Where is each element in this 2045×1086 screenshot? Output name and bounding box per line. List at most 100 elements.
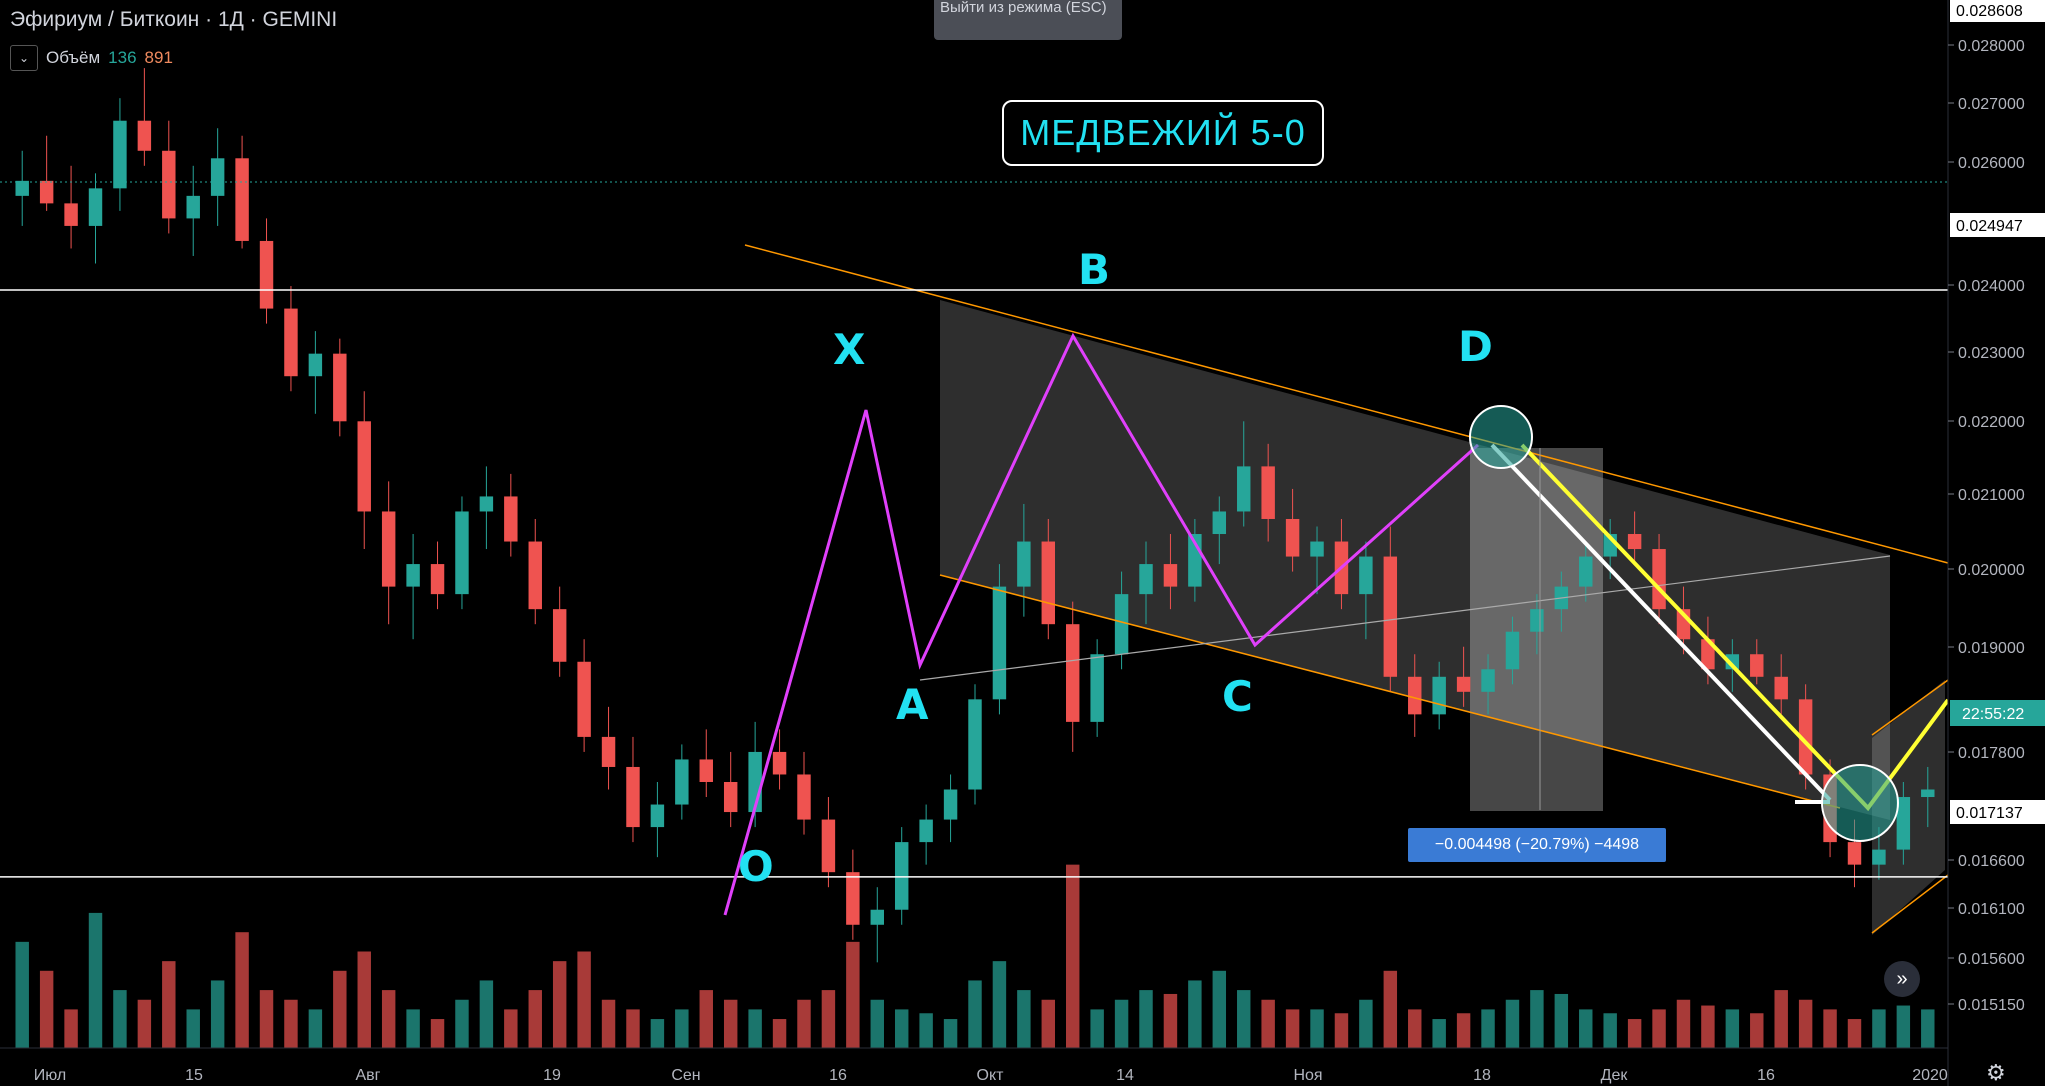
candle-body [1530, 609, 1544, 632]
candle-body [552, 609, 567, 662]
volume-bar [1114, 999, 1129, 1048]
price-label: 0.024947 [1956, 218, 2023, 235]
scroll-to-realtime-button[interactable]: » [1884, 961, 1920, 997]
volume-bar [333, 970, 347, 1048]
candle-body [15, 180, 29, 196]
volume-bar [1798, 999, 1813, 1048]
candle-body [1212, 511, 1227, 535]
candle-body [992, 586, 1007, 700]
channel-lower-line [939, 574, 1841, 809]
candle-body [1090, 654, 1104, 722]
price-axis [1948, 0, 2045, 1086]
candle-body [137, 120, 152, 151]
candle-body [1432, 676, 1446, 715]
volume-bar [1505, 999, 1520, 1048]
candle-body [1481, 669, 1495, 692]
volume-bar [528, 990, 542, 1048]
candle-body [1456, 676, 1471, 692]
volume-bar [1139, 990, 1153, 1048]
volume-bar [210, 980, 225, 1048]
candle-body [1725, 654, 1740, 670]
candle-body [1921, 789, 1935, 798]
candle-body [699, 759, 713, 782]
candle-body [479, 496, 494, 512]
candle-body [1896, 797, 1911, 850]
volume-bar [357, 951, 371, 1048]
pattern-zigzag [723, 332, 1480, 916]
point-label-a: A [896, 680, 929, 729]
time-tick-label: 16 [829, 1067, 847, 1084]
volume-bar [1066, 864, 1080, 1048]
channel-upper-line [744, 244, 1949, 564]
volume-bar [821, 990, 836, 1048]
candle-body [675, 759, 689, 805]
candle-body [1774, 676, 1788, 700]
price-tick-label: 0.021000 [1958, 487, 2025, 504]
volume-bar [308, 1009, 323, 1048]
volume-bar [479, 980, 494, 1048]
time-tick-label: Авг [355, 1067, 380, 1084]
candle-body [870, 909, 884, 925]
gear-icon[interactable]: ⚙ [1986, 1060, 2006, 1085]
volume-bar [1285, 1009, 1300, 1048]
candle-body [1408, 676, 1422, 715]
price-tick-label: 0.026000 [1958, 155, 2025, 172]
time-tick-label: 16 [1757, 1067, 1775, 1084]
time-tick-label: 2020 [1912, 1067, 1948, 1084]
candle-body [210, 158, 225, 196]
candle-body [504, 496, 518, 542]
volume-bar [552, 961, 567, 1048]
candle-body [1285, 518, 1300, 557]
candle-body [846, 872, 860, 925]
volume-bar [772, 1019, 787, 1048]
volume-bar [1603, 1013, 1617, 1048]
volume-bar [1823, 1009, 1837, 1048]
candle-body [1750, 654, 1764, 677]
candle-body [259, 240, 274, 309]
candle-body [1163, 564, 1178, 587]
volume-bar [1212, 970, 1227, 1048]
volume-bar [64, 1009, 78, 1048]
price-tick-label: 0.019000 [1958, 640, 2025, 657]
time-tick-label: 19 [543, 1067, 561, 1084]
volume-bar [1359, 999, 1373, 1048]
candle-body [528, 541, 542, 610]
candle-body [1627, 534, 1642, 550]
volume-bar [1774, 990, 1788, 1048]
volume-bar [1847, 1019, 1862, 1048]
candle-body [894, 842, 909, 910]
candle-body [821, 819, 836, 873]
volume-bar [1334, 1013, 1349, 1048]
price-tick-label: 0.017800 [1958, 745, 2025, 762]
white-arrow [1490, 443, 1832, 802]
volume-bar [748, 1009, 762, 1048]
volume-bar [15, 941, 29, 1048]
point-label-o: O [738, 842, 774, 891]
exit-fullscreen-button[interactable]: Выйти из режима (ESC) [934, 0, 1122, 40]
pattern-title: МЕДВЕЖИЙ 5-0 [1002, 100, 1324, 166]
price-tick-label: 0.028000 [1958, 38, 2025, 55]
point-label-b: B [1078, 245, 1111, 294]
volume-bar [381, 990, 396, 1048]
volume-bar [1481, 1009, 1495, 1048]
candle-body [162, 150, 176, 219]
volume-bar [1652, 1009, 1666, 1048]
volume-bar [650, 1019, 665, 1048]
chevron-down-icon[interactable]: ⌄ [10, 45, 38, 71]
d-point-circle [1469, 405, 1533, 469]
candle-body [1237, 466, 1251, 512]
volume-bar [943, 1019, 958, 1048]
measure-tooltip: −0.004498 (−20.79%) −4498 [1408, 828, 1666, 862]
volume-bar [1237, 990, 1251, 1048]
price-tick-label: 0.027000 [1958, 96, 2025, 113]
volume-down-value: 891 [144, 48, 173, 67]
candle-body [772, 751, 787, 775]
price-tick-label: 0.022000 [1958, 414, 2025, 431]
volume-bar [186, 1009, 200, 1048]
candle-body [577, 661, 591, 737]
price-tick-label: 0.016600 [1958, 853, 2025, 870]
candle-body [1041, 541, 1056, 625]
volume-bar [1921, 1009, 1935, 1048]
volume-bar [1627, 1019, 1642, 1048]
